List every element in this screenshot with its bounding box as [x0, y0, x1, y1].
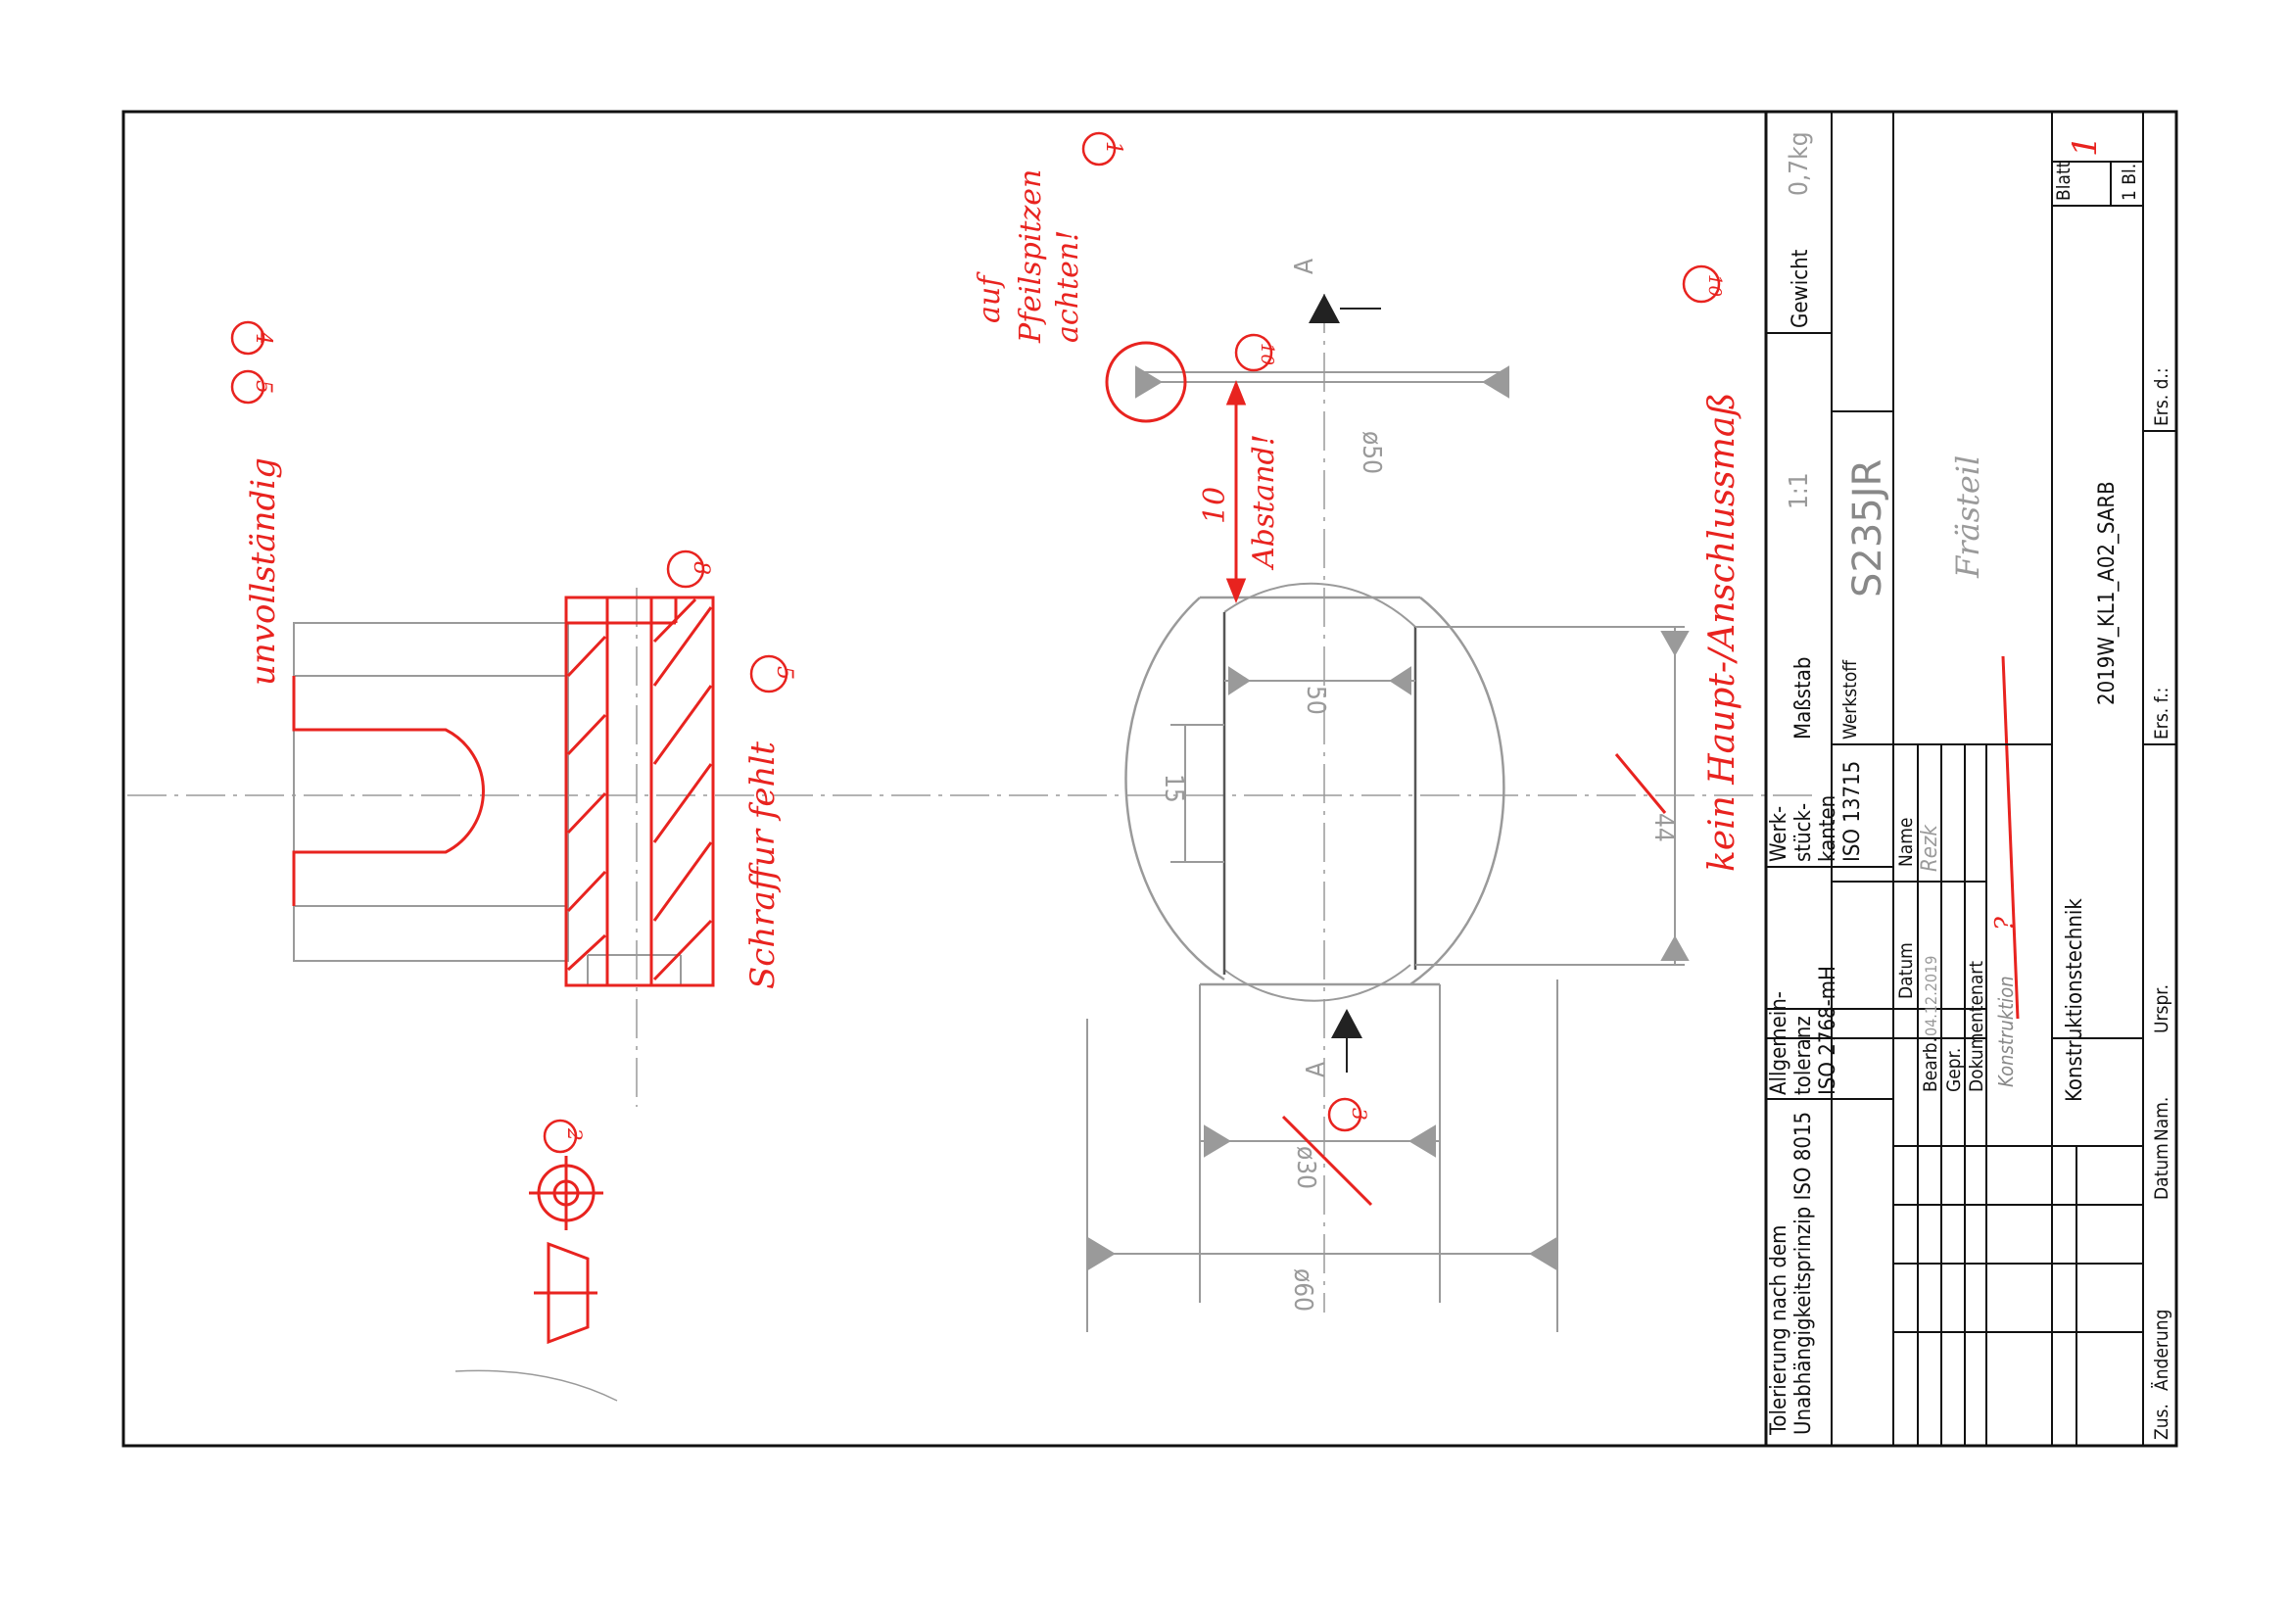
dim-d60: ø60 [1288, 1268, 1317, 1312]
mark-incomplete-4: 4 [251, 330, 275, 345]
mark-arrow-tips: 1 [1101, 141, 1125, 155]
red-corrections [292, 341, 2020, 1345]
title-block-text: Tolerierung nach dem Unabhängigkeitsprin… [1767, 131, 2172, 1440]
mark-incomplete-5: 5 [251, 380, 275, 394]
tb-tolerancing-2: Unabhängigkeitsprinzip ISO 8015 [1791, 1112, 1816, 1435]
tb-scale-label: Maßstab [1791, 657, 1816, 740]
tb-doctype-value: Konstruktion [1994, 976, 2018, 1087]
tb-rev-zus: Zus. [2151, 1404, 2172, 1440]
dim-w44: 44 [1648, 813, 1678, 842]
mark-d30: 3 [1348, 1108, 1371, 1121]
section-label-bottom: A [1302, 1062, 1331, 1077]
tb-edges-1: Werk- [1767, 806, 1791, 862]
tb-doctype-mark: ? [1990, 916, 2020, 931]
tb-bearb-date: 04.12.2019 [1922, 956, 1940, 1036]
tb-sheet-value: 1 [2066, 135, 2105, 157]
tb-datum-label: Datum [1895, 942, 1917, 999]
pencil-geometry [127, 294, 1812, 1402]
tb-scale-value: 1:1 [1785, 472, 1814, 509]
title-block [1764, 112, 2177, 1446]
tb-part-name: Frästeil [1949, 455, 1986, 579]
tb-edges-4: ISO 13715 [1840, 761, 1865, 862]
mark-hatching: 5 [772, 666, 796, 680]
tb-edges-2: stück- [1791, 803, 1816, 862]
note-incomplete: unvollständig [244, 457, 283, 686]
tb-bearb-label: Bearb. [1920, 1037, 1941, 1092]
section-marker-bottom: A [1302, 1009, 1362, 1077]
tb-doctype-label: Dokumentenart [1966, 961, 1987, 1092]
tb-rev-date: Datum [2151, 1143, 2172, 1200]
tb-ers-d: Ers. d.: [2151, 367, 2172, 426]
tb-edges-3: kanten [1816, 795, 1840, 862]
tb-sheet-label: Blatt [2053, 161, 2075, 201]
mark-projection: 2 [563, 1127, 587, 1141]
tb-weight-label: Gewicht [1789, 249, 1813, 328]
dim-w50: 50 [1301, 686, 1330, 715]
drawing-frame [121, 110, 2178, 1448]
tb-name-label: Name [1895, 818, 1917, 867]
note-no-main-dim: kein Haupt-/Anschlussmaß [1702, 393, 1742, 872]
dim-d50: ø50 [1357, 431, 1386, 474]
tb-ursprung: Urspr. [2151, 984, 2172, 1033]
tb-general-tol-2: toleranz [1791, 1016, 1816, 1095]
section-label-top: A [1290, 259, 1319, 274]
dim-w15: 15 [1159, 774, 1188, 803]
tb-rev-name: Nam. [2151, 1097, 2172, 1141]
mark-hatch-line: 8 [689, 561, 713, 575]
tb-general-tol-3: ISO 2768-mH [1816, 966, 1840, 1095]
note-distance: Abstand! [1247, 434, 1281, 571]
tb-rev-change: Änderung [2150, 1310, 2172, 1391]
tb-sheet-total: 1 Bl. [2119, 164, 2140, 201]
tb-material-value: S235JR [1845, 459, 1890, 597]
tb-bearb-name: Rezk [1918, 824, 1942, 872]
section-marker-top: A [1290, 259, 1381, 323]
note-arrow-tips-1: auf [973, 271, 1007, 323]
note-hatching-missing: Schraffur fehlt [743, 741, 783, 989]
tb-weight-value: 0,7kg [1785, 131, 1814, 196]
dim-d30: ø30 [1291, 1146, 1320, 1189]
mark-circles [230, 131, 1721, 1154]
note-arrow-tips-2: Pfeilspitzen [1014, 169, 1048, 344]
tb-tolerancing-1: Tolerierung nach dem [1767, 1225, 1791, 1436]
mark-no-main-dim: 10 [1704, 274, 1725, 297]
tb-department: Konstruktionstechnik [2063, 898, 2087, 1102]
mark-distance: 10 [1257, 343, 1277, 365]
tb-gepr-label: Gepr. [1943, 1048, 1965, 1092]
tb-drawing-number: 2019W_KL1_A02_SARB [2095, 481, 2120, 705]
tb-general-tol-1: Allgemein- [1767, 991, 1791, 1095]
note-arrow-tips-3: achten! [1051, 230, 1085, 343]
note-distance-value: 10 [1198, 487, 1232, 524]
tb-ers-f: Ers. f.: [2151, 688, 2172, 740]
tb-material-label: Werkstoff [1839, 659, 1861, 740]
